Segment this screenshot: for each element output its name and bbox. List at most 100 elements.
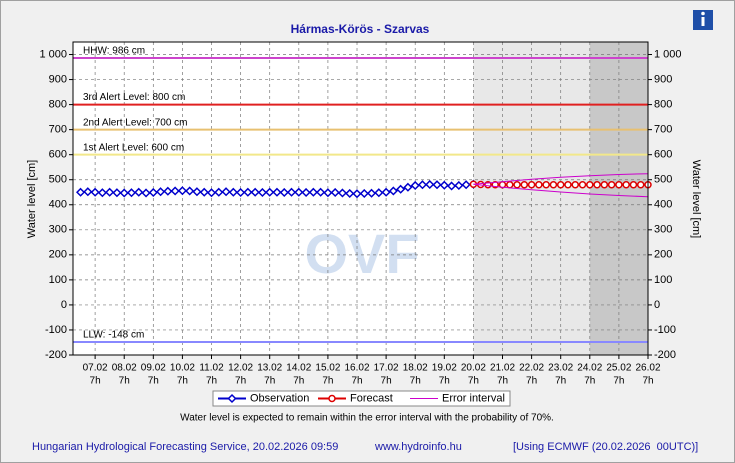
marker [272, 187, 282, 197]
legend-label: Observation [250, 392, 309, 404]
x-tick-hour: 7h [293, 376, 304, 387]
footer-center: www.hydroinfo.hu [374, 441, 462, 453]
marker [76, 187, 86, 197]
y2-tick-label: 900 [654, 73, 672, 85]
y-tick-label: 800 [49, 99, 67, 111]
y2-tick-label: 600 [654, 149, 672, 161]
legend-marker [328, 394, 336, 403]
y-tick-label: 400 [49, 199, 67, 211]
x-tick-hour: 7h [148, 376, 159, 387]
x-tick-hour: 7h [439, 376, 450, 387]
legend-items: Observation Forecast Error interval [218, 392, 505, 404]
marker [607, 180, 616, 189]
watermark: OVF [304, 222, 419, 285]
y2-tick-label: 1 000 [654, 48, 682, 60]
marker [513, 180, 521, 189]
marker [265, 187, 275, 197]
y-tick-label: 300 [49, 224, 67, 236]
y-tick-label: -200 [45, 349, 67, 361]
marker [439, 180, 449, 190]
marker [345, 188, 355, 199]
marker [90, 187, 100, 197]
marker [236, 187, 246, 198]
x-tick-hour: 7h [90, 376, 101, 387]
marker [593, 180, 601, 189]
marker [535, 180, 543, 189]
marker [556, 180, 565, 189]
info-icon[interactable] [693, 10, 713, 30]
y-tick-label: 500 [49, 174, 67, 186]
marker [506, 180, 514, 189]
marker [374, 188, 384, 198]
x-tick-label: 09.02 [141, 363, 166, 374]
legend-label: Forecast [350, 392, 393, 404]
marker [388, 186, 398, 196]
marker [243, 187, 253, 197]
x-tick-label: 12.02 [228, 363, 253, 374]
y2-tick-label: 500 [654, 174, 672, 186]
marker [156, 187, 166, 197]
marker [221, 187, 231, 197]
y2-tick-label: 700 [654, 124, 672, 136]
series-line [473, 173, 649, 185]
y-tick-label: 900 [49, 73, 67, 85]
x-tick-hour: 7h [177, 376, 188, 387]
marker [432, 180, 442, 190]
marker [330, 187, 340, 198]
marker [286, 187, 297, 197]
footer-left: Hungarian Hydrological Forecasting Servi… [32, 441, 338, 453]
marker [564, 180, 572, 189]
marker [192, 187, 202, 197]
marker [527, 180, 536, 189]
info-icon-dot[interactable] [701, 11, 705, 16]
legend-marker [227, 393, 237, 404]
x-tick-hour: 7h [264, 376, 275, 387]
x-tick-label: 22.02 [519, 363, 544, 374]
y-tick-label: -100 [45, 324, 67, 336]
x-tick-hour: 7h [381, 376, 392, 387]
x-tick-label: 19.02 [432, 363, 457, 374]
marker [294, 187, 304, 197]
marker [112, 188, 122, 198]
marker [148, 187, 158, 198]
marker [97, 188, 107, 198]
marker [141, 188, 151, 198]
x-tick-label: 08.02 [112, 363, 137, 374]
marker [337, 188, 348, 198]
y-tick-label: 600 [49, 149, 67, 161]
plot: OVF -200 -100 0 100 200 300 400 500 600 700 800 900 1… [39, 41, 682, 387]
series-line-lower [473, 183, 649, 198]
info-icon-stem[interactable] [701, 17, 705, 26]
y2-tick-label: 100 [654, 274, 672, 286]
marker [228, 187, 238, 197]
note: Water level is expected to remain within… [180, 413, 554, 424]
y-tick-label: 1 000 [39, 48, 67, 60]
marker [425, 179, 435, 190]
marker [520, 180, 529, 189]
marker [403, 182, 413, 192]
marker [454, 180, 464, 191]
reference-label: 2nd Alert Level: 700 cm [83, 117, 188, 128]
marker [163, 186, 173, 196]
x-tick-hour: 7h [119, 376, 130, 387]
x-tick-label: 25.02 [606, 363, 631, 374]
footer-right: [Using ECMWF (20.02.2026 00UTC)] [513, 441, 698, 453]
reference-label: LLW: -148 cm [83, 330, 144, 341]
x-tick-hour: 7h [584, 376, 595, 387]
marker [316, 187, 326, 197]
marker [257, 187, 267, 198]
marker [126, 188, 137, 198]
marker [170, 186, 180, 196]
x-tick-hour: 7h [497, 376, 508, 387]
y2-tick-label: 300 [654, 224, 672, 236]
x-tick-label: 13.02 [257, 363, 282, 374]
marker [308, 187, 318, 197]
marker [199, 187, 209, 197]
x-tick-label: 15.02 [315, 363, 340, 374]
x-tick-hour: 7h [206, 376, 217, 387]
chart-title: Hármas-Körös - Szarvas [291, 22, 430, 36]
marker [396, 184, 406, 194]
marker [615, 180, 623, 189]
